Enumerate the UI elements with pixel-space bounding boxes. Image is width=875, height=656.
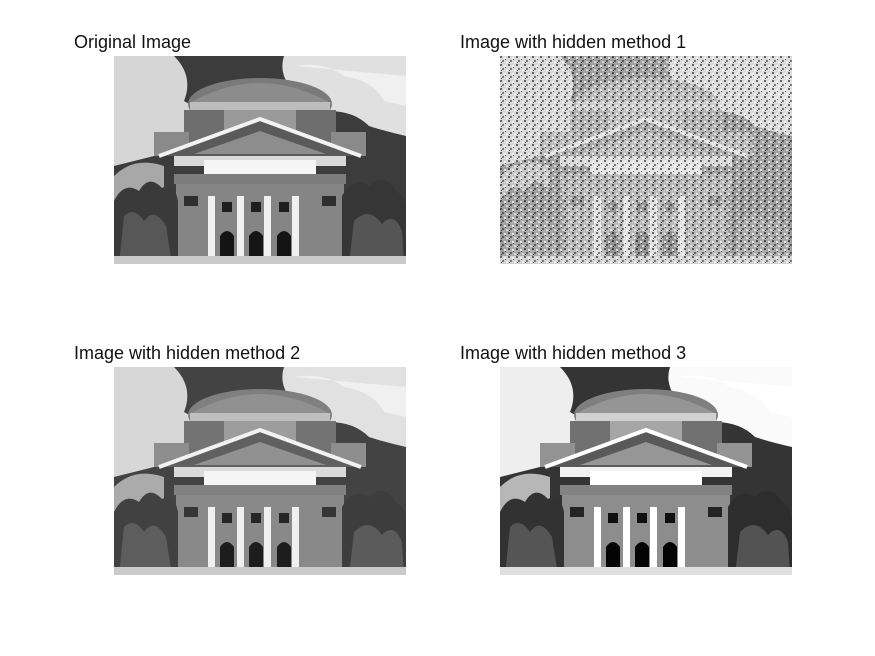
panel-title: Image with hidden method 3 bbox=[460, 343, 687, 363]
panel-title: Image with hidden method 1 bbox=[460, 32, 687, 52]
building-image-method-3 bbox=[500, 367, 792, 575]
panel-title: Original Image bbox=[74, 32, 192, 52]
building-image-method-2 bbox=[114, 367, 406, 575]
panel-title: Image with hidden method 2 bbox=[74, 343, 301, 363]
building-image-method-1 bbox=[500, 56, 792, 264]
building-image-original bbox=[114, 56, 406, 264]
